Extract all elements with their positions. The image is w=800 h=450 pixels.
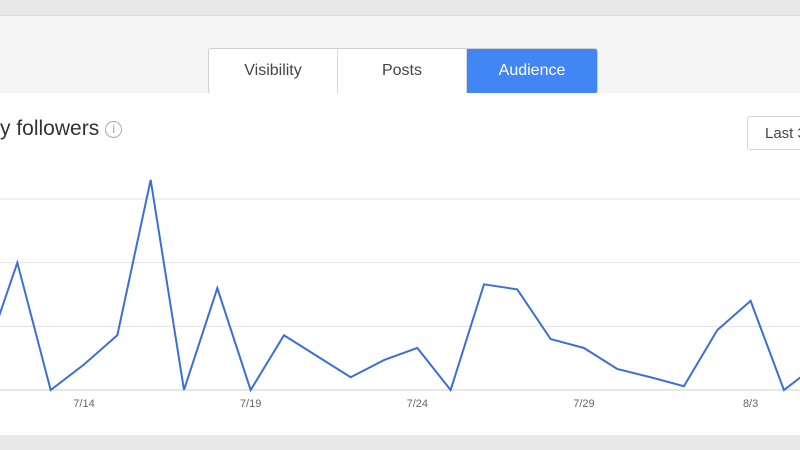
range-button[interactable]: Last 3 (747, 116, 800, 150)
x-tick-label: 7/24 (407, 398, 428, 410)
tab[interactable]: Visibility (209, 49, 338, 93)
x-tick-label: 7/29 (573, 398, 594, 410)
info-icon[interactable]: i (105, 121, 123, 138)
x-tick-label: 8/3 (743, 398, 758, 410)
tab-group: Visibility Posts Audience (208, 48, 598, 94)
tab-active[interactable]: Audience (467, 49, 597, 93)
tab[interactable]: Posts (338, 49, 467, 93)
x-tick-label: 7/14 (73, 398, 94, 410)
tab-bar: Visibility Posts Audience (0, 15, 800, 94)
chart-title-row: y followers i (0, 117, 123, 141)
line (0, 179, 800, 393)
x-tick-label: 7/19 (240, 398, 261, 410)
chart-title: y followers (0, 117, 100, 140)
